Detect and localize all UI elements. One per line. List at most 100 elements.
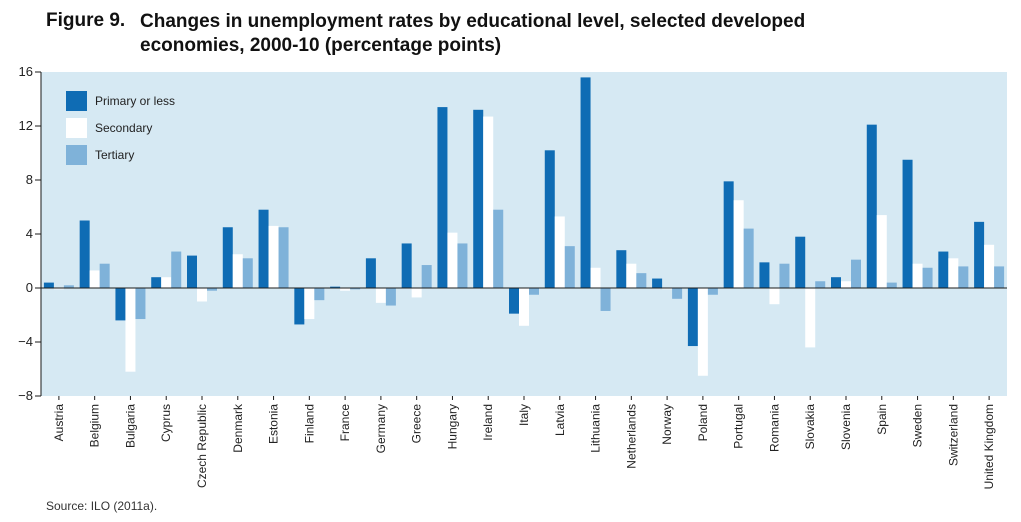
bar-primary-or-less-estonia <box>258 209 269 288</box>
x-tick-label: Ireland <box>481 404 495 441</box>
y-tick-label: −8 <box>18 388 33 403</box>
x-tick-label: Germany <box>374 404 388 453</box>
x-tick-label: Switzerland <box>946 404 960 466</box>
x-tick-label: Sweden <box>911 404 925 447</box>
bar-primary-or-less-denmark <box>222 227 233 288</box>
bar-primary-or-less-bulgaria <box>115 288 126 321</box>
x-tick-label: Hungary <box>445 404 459 449</box>
bar-secondary-netherlands <box>626 263 637 288</box>
x-tick-label: Denmark <box>231 403 245 453</box>
y-tick-label: 12 <box>19 118 33 133</box>
x-tick-label: Romania <box>767 404 781 452</box>
bar-tertiary-slovakia <box>815 281 826 288</box>
x-tick-label: Austria <box>52 404 66 442</box>
bar-secondary-poland <box>697 288 708 376</box>
bar-tertiary-belgium <box>99 263 110 288</box>
bar-primary-or-less-ireland <box>473 109 484 288</box>
bar-primary-or-less-united-kingdom <box>974 221 985 288</box>
x-tick-label: Greece <box>410 404 424 444</box>
bar-tertiary-germany <box>385 288 396 306</box>
legend-label: Tertiary <box>95 148 134 162</box>
bar-tertiary-finland <box>314 288 325 301</box>
bar-tertiary-austria <box>63 285 74 288</box>
bar-primary-or-less-norway <box>652 278 663 288</box>
bar-secondary-lithuania <box>590 267 601 288</box>
bar-tertiary-italy <box>529 288 539 295</box>
bar-primary-or-less-poland <box>687 288 698 347</box>
bar-tertiary-portugal <box>743 228 754 288</box>
chart-title: Changes in unemployment rates by educati… <box>140 11 806 56</box>
bar-tertiary-hungary <box>457 243 468 288</box>
x-tick-label: Finland <box>302 404 316 443</box>
bar-tertiary-denmark <box>242 258 253 288</box>
bar-tertiary-greece <box>421 265 432 288</box>
bar-primary-or-less-slovakia <box>795 236 806 288</box>
bar-primary-or-less-greece <box>401 243 412 288</box>
bar-tertiary-czech-republic <box>207 288 217 291</box>
x-tick-label: Estonia <box>267 404 281 444</box>
legend-label: Primary or less <box>95 94 175 108</box>
legend-swatch <box>66 118 87 138</box>
bar-secondary-portugal <box>733 200 744 288</box>
bar-tertiary-united-kingdom <box>994 266 1005 288</box>
bar-secondary-spain <box>876 215 887 288</box>
bar-primary-or-less-portugal <box>723 181 734 288</box>
y-tick-label: 0 <box>26 280 33 295</box>
bar-secondary-estonia <box>268 225 279 288</box>
bar-primary-or-less-germany <box>365 258 376 288</box>
bar-primary-or-less-italy <box>509 288 519 314</box>
bar-secondary-greece <box>411 288 422 298</box>
bar-secondary-austria <box>53 288 64 290</box>
plot-background <box>41 72 1007 396</box>
bar-tertiary-lithuania <box>600 288 611 311</box>
bar-primary-or-less-netherlands <box>616 250 627 288</box>
bar-secondary-norway <box>662 288 673 290</box>
x-tick-label: Norway <box>660 404 674 445</box>
bar-tertiary-france <box>350 288 361 290</box>
bar-tertiary-poland <box>707 288 718 295</box>
bar-primary-or-less-lithuania <box>580 77 591 289</box>
x-tick-label: Portugal <box>732 404 746 449</box>
bar-secondary-france <box>340 288 351 291</box>
bar-tertiary-sweden <box>922 267 933 288</box>
bar-secondary-switzerland <box>948 258 959 288</box>
bar-secondary-ireland <box>483 116 494 288</box>
bar-tertiary-switzerland <box>958 266 969 288</box>
bar-secondary-romania <box>769 288 780 305</box>
bar-primary-or-less-latvia <box>544 150 555 288</box>
bars-group <box>43 77 1005 376</box>
x-tick-label: Netherlands <box>624 404 638 469</box>
bar-secondary-belgium <box>89 270 100 288</box>
bar-tertiary-romania <box>779 263 790 288</box>
bar-primary-or-less-switzerland <box>938 251 949 288</box>
bar-primary-or-less-romania <box>759 262 770 288</box>
y-tick-label: 8 <box>26 172 33 187</box>
bar-primary-or-less-france <box>330 286 341 288</box>
legend-label: Secondary <box>95 121 152 135</box>
bar-primary-or-less-cyprus <box>151 277 162 288</box>
source-note: Source: ILO (2011a). <box>46 499 158 513</box>
bar-secondary-czech-republic <box>197 288 207 302</box>
x-tick-label: United Kingdom <box>982 404 996 489</box>
bar-secondary-bulgaria <box>125 288 136 372</box>
bar-tertiary-ireland <box>493 209 504 288</box>
x-tick-label: Czech Republic <box>195 404 209 488</box>
y-tick-label: −4 <box>18 334 33 349</box>
bar-tertiary-bulgaria <box>135 288 146 320</box>
bar-secondary-sweden <box>912 263 923 288</box>
bar-secondary-germany <box>375 288 386 303</box>
bar-tertiary-norway <box>672 288 683 299</box>
x-tick-label: Slovakia <box>803 404 817 450</box>
x-tick-label: Latvia <box>553 404 567 436</box>
bar-primary-or-less-belgium <box>79 220 90 288</box>
legend-swatch <box>66 145 87 165</box>
bar-primary-or-less-hungary <box>437 107 448 288</box>
bar-primary-or-less-spain <box>866 124 877 289</box>
x-tick-label: Lithuania <box>589 404 603 453</box>
bar-tertiary-cyprus <box>171 251 182 288</box>
x-tick-label: Italy <box>517 404 531 426</box>
x-tick-label: Poland <box>696 404 710 441</box>
bar-secondary-slovakia <box>805 288 816 348</box>
legend-swatch <box>66 91 87 111</box>
